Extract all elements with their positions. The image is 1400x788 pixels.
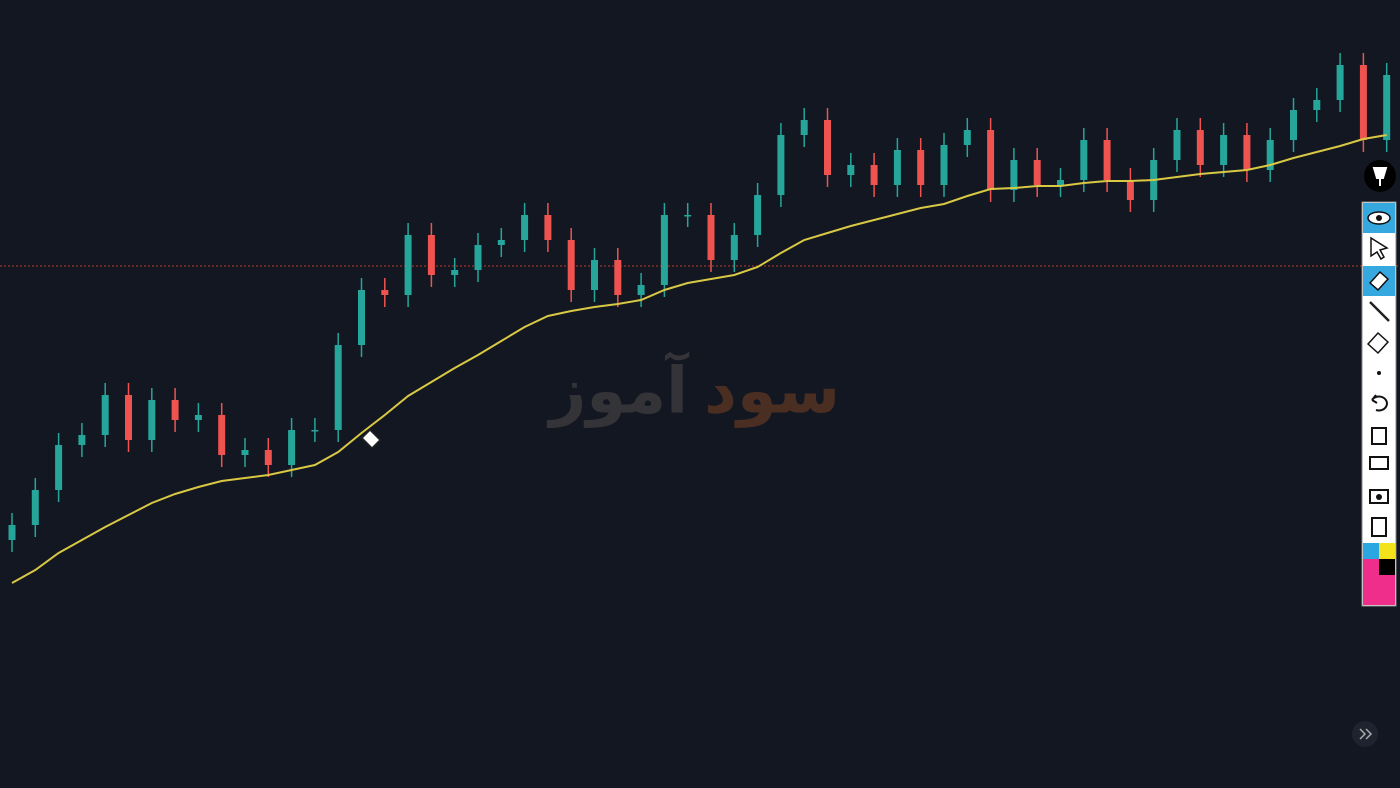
candle-body	[660, 215, 668, 285]
candle-body	[847, 165, 855, 175]
candle-body	[474, 245, 482, 270]
candle-body	[1196, 130, 1204, 165]
candle-body	[171, 400, 179, 420]
dot-button[interactable]	[1377, 371, 1381, 375]
candle-body	[1266, 140, 1274, 170]
candle-body	[1383, 75, 1391, 140]
candle-body	[1173, 130, 1181, 160]
candle-body	[637, 285, 645, 295]
candle-body	[544, 215, 552, 240]
candle-body	[824, 120, 831, 175]
eraser-button[interactable]	[1366, 331, 1390, 355]
candle-body	[358, 290, 365, 345]
candle-body	[893, 150, 901, 185]
candle-body	[404, 235, 412, 295]
camera-button[interactable]	[1369, 489, 1389, 504]
board-button[interactable]	[1369, 456, 1389, 470]
candle-body	[684, 215, 692, 217]
candle-body	[1057, 180, 1064, 185]
candle-body	[1336, 65, 1344, 100]
candle-body	[521, 215, 529, 240]
candle-body	[497, 240, 505, 245]
candle-body	[1290, 110, 1297, 140]
candle-body	[125, 395, 132, 440]
candle-body	[754, 195, 762, 235]
candle-body	[800, 120, 808, 135]
candle-body	[730, 235, 738, 260]
eye-pupil	[1376, 215, 1382, 221]
clipboard-button[interactable]	[1371, 517, 1387, 537]
color-swatch[interactable]	[1379, 575, 1395, 605]
candle-body	[31, 490, 39, 525]
pen-icon	[1372, 167, 1388, 186]
candle-body	[940, 145, 948, 185]
candle-body	[1103, 140, 1111, 180]
candle-body	[1243, 135, 1251, 170]
color-swatch[interactable]	[1363, 543, 1379, 559]
candle-body	[1313, 100, 1321, 110]
candle-body	[451, 270, 459, 275]
candle-body	[1010, 160, 1018, 190]
candle-body	[8, 525, 16, 540]
watermark-part: سود	[704, 355, 840, 429]
color-swatch[interactable]	[1379, 559, 1395, 575]
line-button[interactable]	[1369, 301, 1390, 322]
candle-body	[614, 260, 622, 295]
pointer-button[interactable]	[1370, 236, 1389, 261]
candle-body	[1033, 160, 1041, 185]
candle-body	[427, 235, 435, 275]
candle-body	[311, 430, 319, 432]
candle-body	[101, 395, 109, 435]
candle-body	[148, 400, 156, 440]
candle-body	[55, 445, 63, 490]
candle-body	[194, 415, 202, 420]
candle-body	[1080, 140, 1088, 180]
plot	[0, 53, 1400, 584]
expand-icon	[1359, 728, 1373, 740]
camera-lens	[1376, 494, 1382, 500]
candle-body	[1220, 135, 1228, 165]
candle-body	[917, 150, 925, 185]
candle-body	[241, 450, 249, 455]
candle-body	[1359, 65, 1367, 140]
color-swatch[interactable]	[1363, 559, 1379, 605]
candle-body	[1126, 180, 1134, 200]
marker-icon	[1368, 270, 1390, 292]
candle-body	[777, 135, 785, 195]
moving-average	[11, 134, 1387, 584]
candle-body	[381, 290, 389, 295]
candle-body	[288, 430, 296, 465]
candle-body	[567, 240, 575, 290]
candle-body	[218, 415, 226, 455]
candle-body	[264, 450, 272, 465]
watermark-part: آموز	[546, 351, 690, 429]
color-swatch[interactable]	[1379, 543, 1395, 559]
candle-body	[707, 215, 715, 260]
delete-button[interactable]	[1371, 427, 1387, 445]
candle-body	[591, 260, 598, 290]
cursor	[360, 428, 382, 450]
candle-body	[987, 130, 995, 190]
candle-body	[334, 345, 342, 430]
toolbar	[1361, 160, 1397, 607]
candle-body	[870, 165, 878, 185]
candle-body	[963, 130, 971, 145]
candle-body	[78, 435, 86, 445]
undo-button[interactable]	[1371, 394, 1388, 412]
